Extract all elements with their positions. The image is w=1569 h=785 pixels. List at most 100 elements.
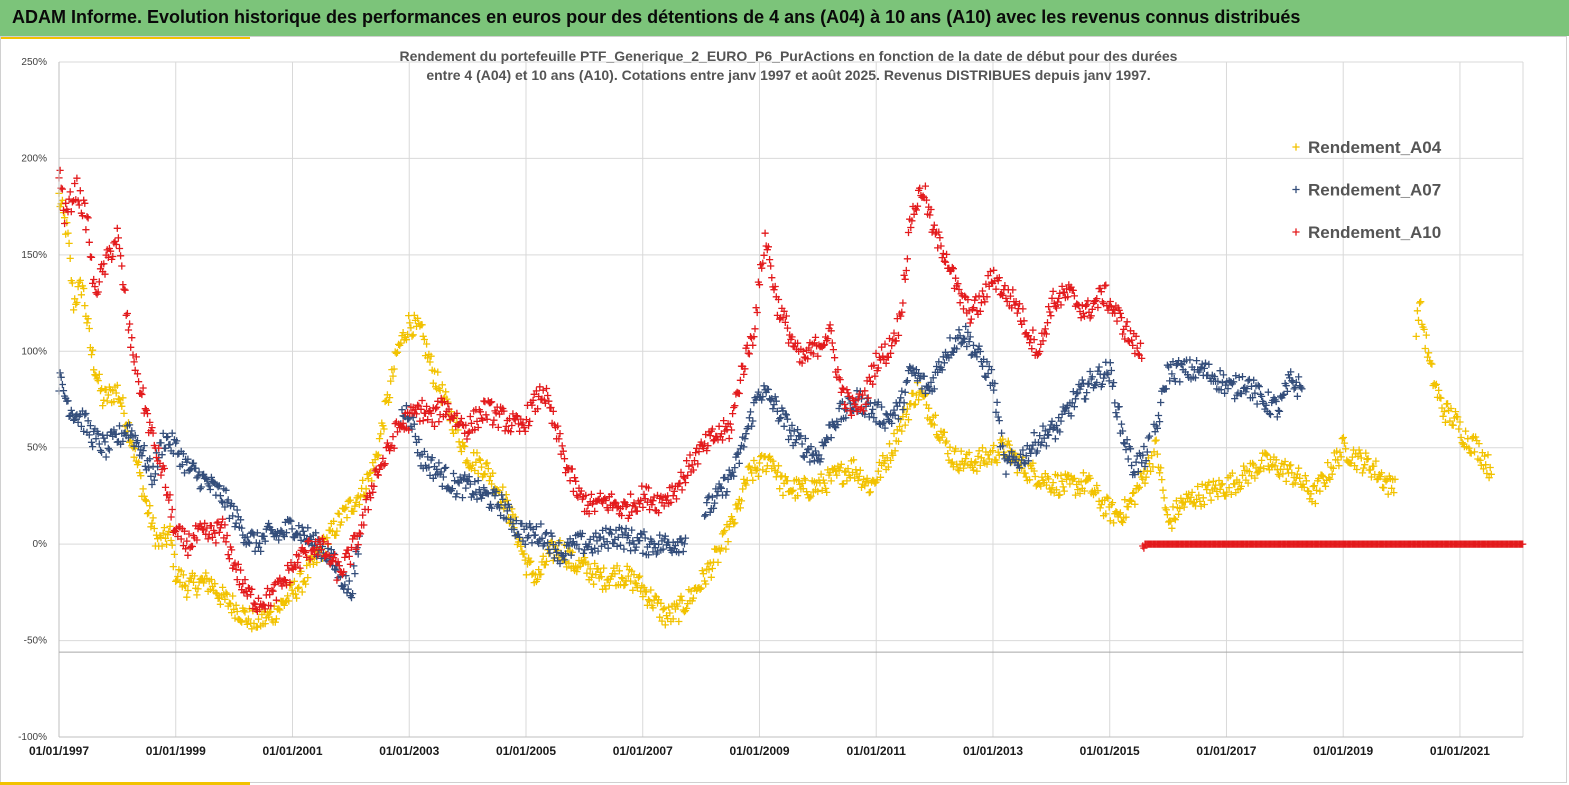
gridlines xyxy=(58,61,1524,738)
data-point-rendement-a10 xyxy=(207,522,215,530)
data-point-rendement-a04 xyxy=(806,494,814,502)
data-point-rendement-a04 xyxy=(1172,497,1180,505)
data-point-rendement-a04 xyxy=(163,540,171,548)
data-point-rendement-a04 xyxy=(600,564,608,572)
data-point-rendement-a04 xyxy=(779,491,787,499)
data-point-rendement-a04 xyxy=(1177,494,1185,502)
data-point-rendement-a10 xyxy=(67,208,75,216)
data-point-rendement-a07 xyxy=(701,512,709,520)
data-point-rendement-a07 xyxy=(469,490,477,498)
data-point-rendement-a04 xyxy=(120,409,128,417)
data-point-rendement-a07 xyxy=(1283,387,1291,395)
data-point-rendement-a04 xyxy=(98,385,106,393)
data-point-rendement-a04 xyxy=(103,397,111,405)
data-point-rendement-a10 xyxy=(521,427,529,435)
data-point-rendement-a07 xyxy=(912,366,920,374)
data-point-rendement-a04 xyxy=(647,586,655,594)
data-point-rendement-a10 xyxy=(296,564,304,572)
data-point-rendement-a04 xyxy=(526,558,534,566)
data-point-rendement-a04 xyxy=(1363,455,1371,464)
data-point-rendement-a10 xyxy=(365,489,374,497)
data-point-rendement-a07 xyxy=(275,536,283,544)
data-point-rendement-a04 xyxy=(739,485,747,493)
data-point-rendement-a07 xyxy=(157,439,165,447)
data-point-rendement-a07 xyxy=(639,549,647,557)
data-point-rendement-a04 xyxy=(879,452,887,460)
data-point-rendement-a04 xyxy=(71,295,79,303)
data-point-rendement-a04 xyxy=(1141,479,1149,487)
data-point-rendement-a10 xyxy=(362,496,370,504)
data-point-rendement-a07 xyxy=(902,378,910,386)
data-point-rendement-a04 xyxy=(615,567,623,575)
data-point-rendement-a10 xyxy=(259,600,267,608)
data-point-rendement-a10 xyxy=(1047,312,1055,320)
data-point-rendement-a04 xyxy=(1231,480,1239,488)
data-point-rendement-a10 xyxy=(152,453,161,462)
data-point-rendement-a04 xyxy=(957,447,965,455)
data-point-rendement-a04 xyxy=(613,562,621,570)
data-point-rendement-a07 xyxy=(1086,367,1094,376)
data-point-rendement-a07 xyxy=(994,413,1002,421)
data-point-rendement-a04 xyxy=(149,514,157,522)
data-point-rendement-a10 xyxy=(412,410,421,418)
data-point-rendement-a07 xyxy=(332,566,340,574)
data-point-rendement-a07 xyxy=(398,406,406,414)
data-point-rendement-a04 xyxy=(938,433,946,441)
data-point-rendement-a04 xyxy=(304,574,312,582)
data-point-rendement-a04 xyxy=(323,534,331,542)
data-point-rendement-a07 xyxy=(962,322,970,331)
legend-label: Rendement_A04 xyxy=(1308,138,1442,157)
data-point-rendement-a10 xyxy=(494,423,502,431)
data-point-rendement-a04 xyxy=(1357,454,1365,462)
data-point-rendement-a07 xyxy=(474,477,482,485)
data-point-rendement-a10 xyxy=(512,412,520,420)
data-point-rendement-a10 xyxy=(479,416,487,424)
data-point-rendement-a04 xyxy=(657,599,665,607)
data-point-rendement-a07 xyxy=(878,403,886,411)
data-point-rendement-a10 xyxy=(1055,294,1063,302)
data-point-rendement-a07 xyxy=(1107,366,1115,375)
data-point-rendement-a10 xyxy=(345,552,353,560)
data-point-rendement-a04 xyxy=(1156,469,1164,477)
data-point-rendement-a04 xyxy=(976,461,984,469)
data-point-rendement-a07 xyxy=(139,447,147,455)
data-point-rendement-a07 xyxy=(498,491,506,499)
data-point-rendement-a04 xyxy=(1483,469,1491,478)
data-point-rendement-a10 xyxy=(333,576,341,584)
data-point-rendement-a10 xyxy=(138,390,146,399)
data-point-rendement-a04 xyxy=(659,606,667,614)
data-point-rendement-a04 xyxy=(1449,421,1457,429)
data-point-rendement-a04 xyxy=(527,557,535,565)
data-point-rendement-a04 xyxy=(1279,470,1287,478)
data-point-rendement-a07 xyxy=(128,427,136,435)
data-point-rendement-a07 xyxy=(644,551,653,559)
data-point-rendement-a07 xyxy=(607,530,616,538)
data-point-rendement-a07 xyxy=(244,538,252,546)
data-point-rendement-a10 xyxy=(1098,298,1106,306)
data-point-rendement-a07 xyxy=(1216,367,1224,375)
data-point-rendement-a07 xyxy=(861,410,869,419)
data-point-rendement-a07 xyxy=(780,422,788,430)
data-point-rendement-a07 xyxy=(344,585,352,593)
data-point-rendement-a10 xyxy=(569,487,577,495)
data-point-rendement-a04 xyxy=(1207,496,1215,504)
data-point-rendement-a10 xyxy=(204,535,212,543)
data-point-rendement-a07 xyxy=(408,425,416,433)
data-point-rendement-a07 xyxy=(495,504,504,512)
data-point-rendement-a10 xyxy=(389,433,397,441)
data-point-rendement-a10 xyxy=(507,428,515,436)
data-point-rendement-a04 xyxy=(1079,469,1087,477)
data-point-rendement-a04 xyxy=(1110,519,1118,527)
data-point-rendement-a10 xyxy=(94,288,102,296)
data-point-rendement-a07 xyxy=(807,443,815,451)
data-point-rendement-a04 xyxy=(380,425,388,433)
data-point-rendement-a04 xyxy=(983,460,991,468)
data-point-rendement-a07 xyxy=(1036,432,1044,440)
data-point-rendement-a04 xyxy=(1131,500,1139,508)
data-point-rendement-a07 xyxy=(799,452,807,460)
data-point-rendement-a10 xyxy=(359,511,367,519)
data-point-rendement-a07 xyxy=(1041,427,1049,435)
data-point-rendement-a07 xyxy=(949,348,957,356)
data-point-rendement-a07 xyxy=(1106,359,1114,367)
data-point-rendement-a07 xyxy=(734,449,742,457)
